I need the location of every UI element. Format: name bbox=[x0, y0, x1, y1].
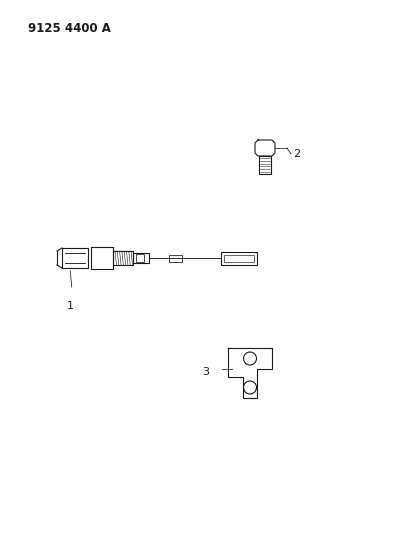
Bar bbox=[62, 248, 88, 268]
Text: 2: 2 bbox=[293, 149, 300, 159]
Bar bbox=[113, 251, 133, 265]
Bar bbox=[136, 254, 144, 262]
Bar bbox=[91, 247, 113, 269]
Bar bbox=[169, 254, 182, 262]
Text: 9125 4400 A: 9125 4400 A bbox=[28, 22, 111, 35]
Bar bbox=[259, 156, 271, 174]
Bar bbox=[133, 253, 149, 263]
Bar bbox=[221, 252, 257, 264]
Text: 3: 3 bbox=[202, 367, 209, 377]
Bar bbox=[224, 254, 254, 262]
Text: 1: 1 bbox=[67, 301, 74, 311]
